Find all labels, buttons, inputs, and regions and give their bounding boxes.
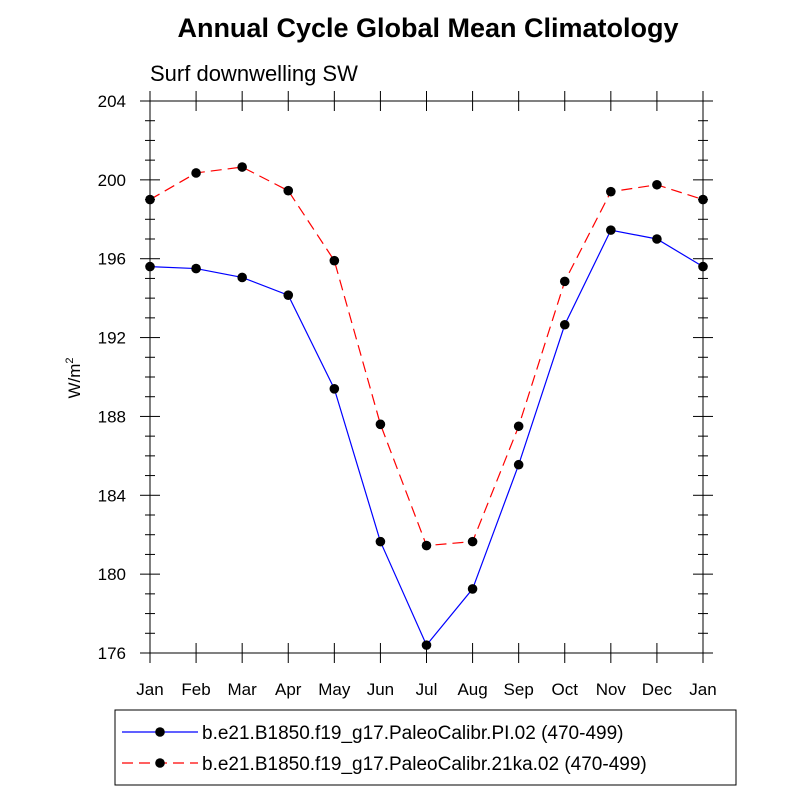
x-tick-label: Jan xyxy=(136,680,163,699)
x-tick-label: May xyxy=(318,680,351,699)
y-tick-label: 188 xyxy=(98,407,126,426)
y-axis-label-superscript: 2 xyxy=(64,357,76,363)
series-1-point xyxy=(145,261,155,272)
series-2-point xyxy=(283,185,294,196)
series-2-point xyxy=(421,540,432,551)
series-1-point xyxy=(606,225,616,235)
series-1-point xyxy=(329,384,340,394)
x-tick-label: Sep xyxy=(504,680,534,699)
chart-subtitle: Surf downwelling SW xyxy=(150,61,358,86)
x-tick-label: Jan xyxy=(689,680,716,699)
series-1-point xyxy=(375,536,386,547)
series-1-point xyxy=(698,261,708,272)
legend-label-2: b.e21.B1850.f19_g17.PaleoCalibr.21ka.02 … xyxy=(202,754,647,775)
series-1-point xyxy=(652,234,662,244)
x-tick-label: Mar xyxy=(228,680,258,699)
series-2-point xyxy=(237,162,247,172)
y-tick-label: 196 xyxy=(98,250,126,269)
series-1-point xyxy=(191,263,201,274)
x-tick-label: Jul xyxy=(416,680,438,699)
legend: b.e21.B1850.f19_g17.PaleoCalibr.PI.02 (4… xyxy=(114,709,737,786)
x-tick-label: Oct xyxy=(552,680,579,699)
series-1-point xyxy=(283,290,294,300)
y-axis-ticks: 176 180 184 188 192 196 200 204 xyxy=(98,92,713,663)
series-2-point xyxy=(652,179,662,190)
plot-frame xyxy=(149,100,704,654)
series-1-point xyxy=(237,272,247,283)
x-tick-label: Aug xyxy=(457,680,487,699)
series-2-point xyxy=(145,194,155,205)
svg-text:W/m2: W/m2 xyxy=(64,357,84,398)
x-tick-label: Apr xyxy=(275,680,302,699)
y-tick-label: 204 xyxy=(98,92,126,111)
x-tick-label: Dec xyxy=(642,680,673,699)
series-line-1 xyxy=(149,229,704,647)
legend-box xyxy=(114,709,737,786)
series-2-point xyxy=(191,168,201,178)
series-2-point xyxy=(606,186,616,197)
series-1-point xyxy=(559,319,570,330)
legend-label-1: b.e21.B1850.f19_g17.PaleoCalibr.PI.02 (4… xyxy=(202,723,623,744)
legend-marker-2 xyxy=(155,758,165,768)
series-1-point xyxy=(421,640,432,650)
series-1-point xyxy=(467,584,478,594)
chart-title: Annual Cycle Global Mean Climatology xyxy=(177,13,678,43)
series-2-point xyxy=(329,255,340,266)
series-2-point xyxy=(467,536,478,547)
y-tick-label: 184 xyxy=(98,486,126,505)
series-2-point xyxy=(698,194,708,205)
y-axis-label-base: W/m xyxy=(65,364,84,399)
x-axis-ticks: Jan Feb Mar Apr May Jun Jul Aug Sep Oct Nov Dec Jan xyxy=(136,91,717,699)
y-tick-label: 200 xyxy=(98,171,126,190)
legend-marker-1 xyxy=(155,727,165,737)
series-2-point xyxy=(559,276,570,287)
series-line-2 xyxy=(149,166,704,547)
y-tick-label: 176 xyxy=(98,644,126,663)
y-axis-label: W/m2 xyxy=(64,357,84,398)
series-layer xyxy=(145,162,708,650)
series-2-point xyxy=(513,421,524,432)
x-tick-label: Jun xyxy=(367,680,394,699)
x-tick-label: Nov xyxy=(596,680,627,699)
y-tick-label: 192 xyxy=(98,329,126,348)
y-tick-label: 180 xyxy=(98,565,126,584)
series-2-point xyxy=(375,419,386,430)
x-tick-label: Feb xyxy=(181,680,210,699)
series-1-point xyxy=(513,459,524,470)
